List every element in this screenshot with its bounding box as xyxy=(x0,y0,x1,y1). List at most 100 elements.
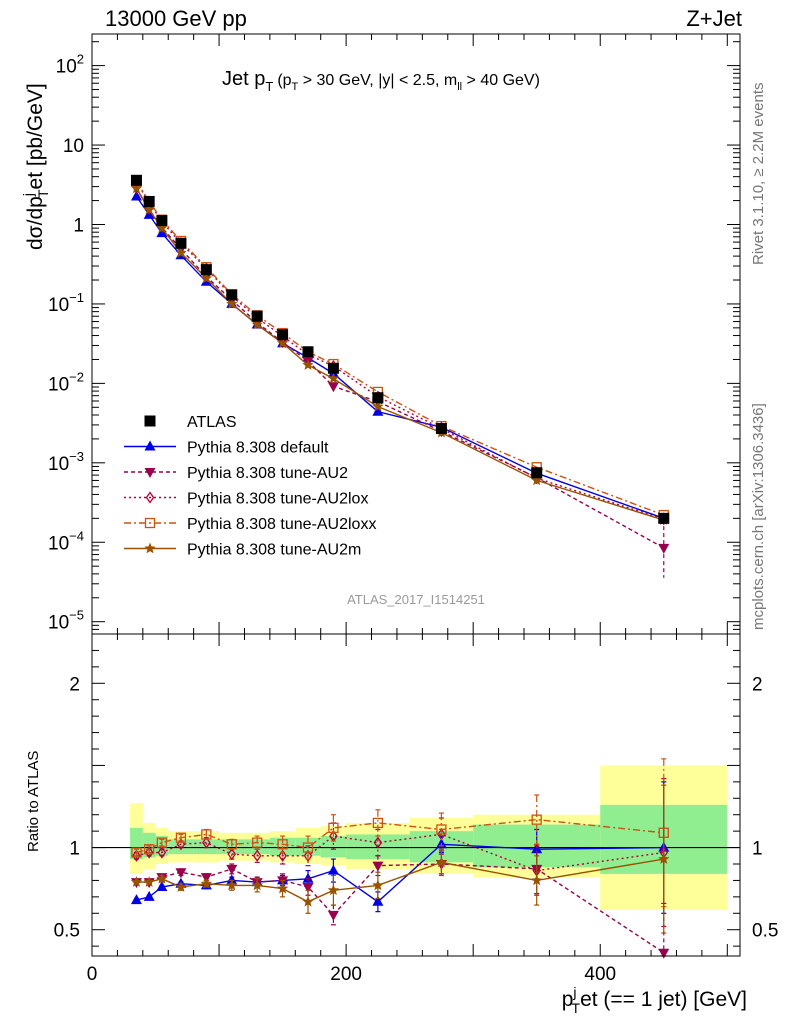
series-point-pythia-8-308-default xyxy=(372,405,384,416)
data-point-atlas xyxy=(156,215,168,227)
legend-marker xyxy=(145,491,155,504)
energy-label: 13000 GeV pp xyxy=(105,6,247,31)
ratio-point-pythia-8-308-tune-au2loxx xyxy=(156,837,168,848)
ratio-point-pythia-8-308-default xyxy=(372,895,384,906)
y-tick-label: 10 xyxy=(63,136,84,157)
ratio-point-pythia-8-308-tune-au2m xyxy=(175,881,187,892)
data-point-atlas xyxy=(658,512,670,524)
ratio-point-pythia-8-308-tune-au2 xyxy=(226,864,238,875)
ratio-point-pythia-8-308-tune-au2lox xyxy=(132,849,141,862)
data-point-atlas xyxy=(143,195,155,207)
legend-label: Pythia 8.308 tune-AU2m xyxy=(187,542,361,559)
ratio-point-pythia-8-308-tune-au2lox xyxy=(157,846,167,859)
legend-label: Pythia 8.308 tune-AU2loxx xyxy=(187,516,376,533)
ratio-point-pythia-8-308-tune-au2loxx xyxy=(144,844,155,855)
ratio-point-pythia-8-308-tune-au2lox xyxy=(227,848,237,861)
ratio-point-pythia-8-308-tune-au2loxx xyxy=(436,824,447,835)
ratio-point-pythia-8-308-tune-au2loxx xyxy=(531,814,542,825)
ratio-y-tick-label: 0.5 xyxy=(54,921,80,942)
ratio-point-pythia-8-308-default xyxy=(143,890,155,901)
ratio-point-pythia-8-308-tune-au2lox xyxy=(278,849,287,862)
data-point-atlas xyxy=(372,392,384,404)
ratio-point-pythia-8-308-default xyxy=(302,872,314,883)
ratio-point-pythia-8-308-tune-au2loxx xyxy=(277,839,288,850)
series-point-pythia-8-308-default xyxy=(130,190,142,201)
y-tick-label: 10−5 xyxy=(48,608,84,634)
data-point-atlas xyxy=(175,237,187,249)
series-point-pythia-8-308-tune-au2m xyxy=(531,474,543,486)
ratio-point-pythia-8-308-tune-au2m xyxy=(531,874,543,886)
ratio-point-pythia-8-308-tune-au2loxx xyxy=(252,837,263,848)
y-tick-label: 10−1 xyxy=(48,290,84,316)
ratio-line-pythia-8-308-tune-au2m xyxy=(136,858,664,903)
ratio-point-pythia-8-308-tune-au2m xyxy=(200,877,213,889)
ratio-point-pythia-8-308-default xyxy=(156,881,168,891)
series-point-pythia-8-308-tune-au2m xyxy=(200,272,213,284)
legend-marker xyxy=(144,415,156,427)
process-label: Z+Jet xyxy=(686,6,742,31)
series-point-pythia-8-308-tune-au2m xyxy=(251,318,263,330)
data-point-atlas xyxy=(531,467,543,479)
data-point-atlas xyxy=(435,423,447,435)
ratio-point-pythia-8-308-tune-au2m xyxy=(156,872,168,884)
ratio-y-tick-label: 2 xyxy=(69,674,80,695)
ratio-point-pythia-8-308-tune-au2 xyxy=(658,948,670,959)
y-tick-label: 10−2 xyxy=(48,369,84,395)
ratio-point-pythia-8-308-tune-au2 xyxy=(175,868,187,879)
ratio-point-pythia-8-308-tune-au2 xyxy=(372,861,384,872)
ratio-point-pythia-8-308-tune-au2lox xyxy=(373,836,383,849)
ratio-point-pythia-8-308-tune-au2m xyxy=(372,879,384,891)
analysis-watermark: ATLAS_2017_I1514251 xyxy=(347,592,485,607)
ratio-y-tick-label-right: 2 xyxy=(752,674,763,695)
legend-marker xyxy=(144,440,156,451)
ratio-panel-frame xyxy=(91,633,741,957)
legend-marker xyxy=(144,517,156,529)
legend-marker xyxy=(144,468,156,478)
ratio-point-pythia-8-308-tune-au2 xyxy=(327,910,339,921)
rivet-label: Rivet 3.1.10, ≥ 2.2M events xyxy=(750,83,767,266)
ratio-point-pythia-8-308-tune-au2m xyxy=(276,882,289,894)
series-point-pythia-8-308-tune-au2m xyxy=(327,372,340,384)
chart-title: Jet pT (pT > 30 GeV, |y| < 2.5, mll > 40 … xyxy=(222,68,540,94)
ratio-point-pythia-8-308-tune-au2lox xyxy=(252,849,262,862)
y-tick-label: 102 xyxy=(56,52,84,78)
ratio-point-pythia-8-308-tune-au2 xyxy=(302,883,314,893)
main-panel: 102 10 1 10−1 10−2 10−3 10−4 10−5 xyxy=(48,33,741,635)
ratio-point-pythia-8-308-tune-au2m xyxy=(251,879,263,891)
ratio-point-pythia-8-308-tune-au2m xyxy=(130,876,143,887)
series-point-pythia-8-308-tune-au2m xyxy=(143,203,155,215)
mcplots-label: mcplots.cern.ch [arXiv:1306.3436] xyxy=(750,403,767,630)
series-point-pythia-8-308-tune-au2 xyxy=(327,382,339,393)
ratio-point-pythia-8-308-tune-au2loxx xyxy=(328,822,339,834)
legend-label: Pythia 8.308 tune-AU2lox xyxy=(187,491,368,508)
ratio-point-pythia-8-308-tune-au2m xyxy=(143,876,155,887)
ratio-point-pythia-8-308-tune-au2m xyxy=(327,884,340,896)
ratio-point-pythia-8-308-default xyxy=(327,864,339,875)
ratio-point-pythia-8-308-tune-au2loxx xyxy=(226,839,237,850)
ratio-y-tick-label-right: 1 xyxy=(752,839,763,860)
series-point-pythia-8-308-tune-au2m xyxy=(302,359,314,370)
ratio-y-axis-label: Ratio to ATLAS xyxy=(25,751,42,852)
series-point-pythia-8-308-tune-au2m xyxy=(276,337,289,349)
series-line-pythia-8-308-tune-au2 xyxy=(135,188,665,549)
ratio-point-pythia-8-308-tune-au2m xyxy=(226,879,238,891)
ratio-point-pythia-8-308-default xyxy=(226,874,238,885)
legend-label: Pythia 8.308 default xyxy=(187,440,329,457)
data-point-atlas xyxy=(226,289,238,301)
ratio-band-inner xyxy=(219,839,245,855)
ratio-panel: 0 200 400 0.5 0.5 1 1 2 2 xyxy=(54,633,778,985)
data-point-atlas xyxy=(200,264,212,276)
ratio-y-tick-label: 1 xyxy=(69,839,80,860)
ratio-point-pythia-8-308-tune-au2lox xyxy=(202,836,211,849)
series-point-pythia-8-308-tune-au2m xyxy=(175,246,187,258)
y-axis-label: dσ/dpjTet [pb/GeV] xyxy=(20,83,51,250)
ratio-point-pythia-8-308-default xyxy=(130,894,142,905)
y-tick-label: 1 xyxy=(73,215,84,236)
y-tick-label: 10−4 xyxy=(48,528,84,554)
ratio-y-tick-label-right: 0.5 xyxy=(752,921,778,942)
ratio-point-pythia-8-308-tune-au2m xyxy=(658,853,670,864)
x-axis-label: pj Tet (== 1 jet) [GeV] xyxy=(562,984,747,1016)
series-point-pythia-8-308-tune-au2m xyxy=(372,400,384,412)
ratio-line-pythia-8-308-tune-au2loxx xyxy=(136,818,664,854)
